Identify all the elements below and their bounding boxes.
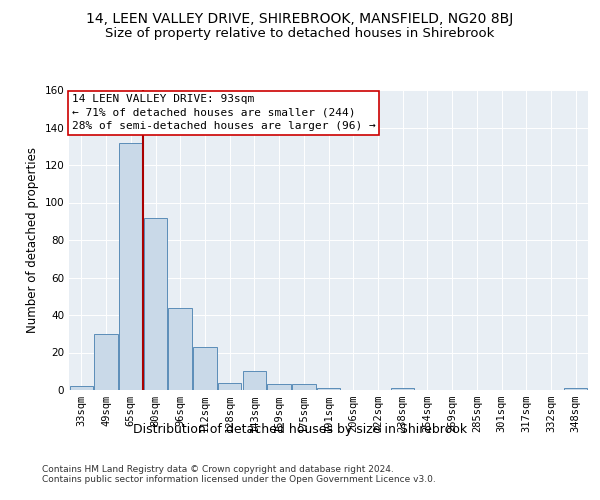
Bar (193, 347, 217, 390)
Bar (94, 334, 118, 390)
Text: 14 LEEN VALLEY DRIVE: 93sqm
← 71% of detached houses are smaller (244)
28% of se: 14 LEEN VALLEY DRIVE: 93sqm ← 71% of det… (71, 94, 376, 131)
Bar (564, 388, 587, 390)
Text: Size of property relative to detached houses in Shirebrook: Size of property relative to detached ho… (106, 28, 494, 40)
Y-axis label: Number of detached properties: Number of detached properties (26, 147, 39, 333)
Bar (242, 371, 266, 390)
Bar (169, 308, 192, 390)
Bar (268, 384, 291, 390)
Bar (317, 388, 340, 390)
Bar (119, 142, 143, 390)
Text: 14, LEEN VALLEY DRIVE, SHIREBROOK, MANSFIELD, NG20 8BJ: 14, LEEN VALLEY DRIVE, SHIREBROOK, MANSF… (86, 12, 514, 26)
Bar (391, 388, 415, 390)
Bar (218, 382, 241, 390)
Bar (292, 384, 316, 390)
Text: Contains HM Land Registry data © Crown copyright and database right 2024.
Contai: Contains HM Land Registry data © Crown c… (42, 465, 436, 484)
Bar (144, 218, 167, 390)
Text: Distribution of detached houses by size in Shirebrook: Distribution of detached houses by size … (133, 422, 467, 436)
Bar (70, 386, 93, 390)
